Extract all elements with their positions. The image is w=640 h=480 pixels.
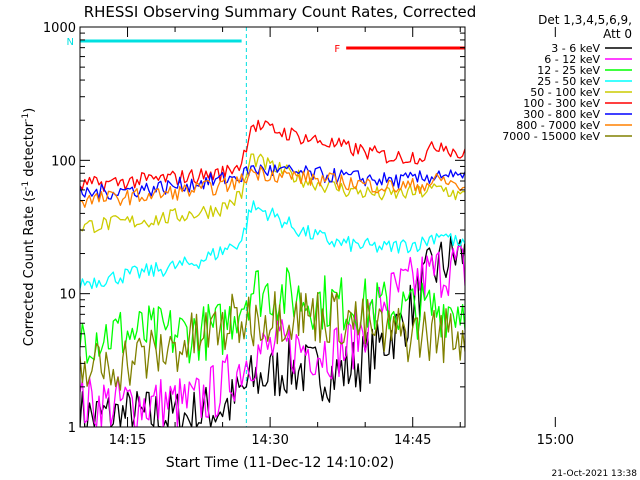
legend-header-line-1: Det 1,3,4,5,6,9, [538,13,632,27]
legend-header-line-2: Att 0 [603,27,632,41]
x-tick-label-1: 14:30 [251,433,288,448]
legend-label-4: 50 - 100 keV [530,86,600,99]
x-tick-label-2: 14:45 [394,433,431,448]
legend-label-7: 800 - 7000 keV [516,119,600,132]
series-line-3 [80,200,465,290]
series-line-4 [80,153,465,234]
y-axis-label-sup2: -1 [21,113,31,122]
legend-label-6: 300 - 800 keV [523,108,600,121]
series-line-1 [80,245,465,427]
series-line-8 [80,291,465,391]
legend-label-1: 6 - 12 keV [544,53,600,66]
flag-label-0: N [67,37,74,48]
series-line-7 [80,165,465,208]
y-axis-label-end: ) [22,108,37,113]
series-line-6 [80,164,465,200]
y-tick-label-3: 1000 [43,21,76,36]
axes: 14:1514:3014:4515:0015:1515:3015:4511010… [43,21,574,448]
legend-label-3: 25 - 50 keV [537,75,600,88]
flag-label-2: F [334,44,340,55]
footer-timestamp: 21-Oct-2021 13:38 [552,469,638,479]
plot-frame [79,26,466,428]
legend-label-0: 3 - 6 keV [551,42,600,55]
chart-title: RHESSI Observing Summary Count Rates, Co… [84,3,477,21]
plot-area: NF [67,27,465,427]
legend-label-2: 12 - 25 keV [537,64,600,77]
x-axis-label: Start Time (11-Dec-12 14:10:02) [166,455,394,471]
legend-label-5: 100 - 300 keV [523,97,600,110]
y-axis-label-main: Corrected Count Rate (s [22,190,37,347]
y-tick-label-1: 10 [59,288,76,303]
legend-label-8: 7000 - 15000 keV [502,130,600,143]
x-tick-label-0: 14:15 [109,433,146,448]
series-line-0 [80,235,465,427]
y-tick-label-0: 1 [68,421,76,436]
series-line-5 [80,119,465,192]
series-group [80,119,465,427]
y-axis-label-mid: detector [22,121,37,181]
y-tick-label-2: 100 [51,154,76,169]
x-tick-label-3: 15:00 [537,433,574,448]
y-axis-label-sup1: -1 [21,181,31,190]
y-axis-label: Corrected Count Rate (s-1 detector-1) [21,108,37,346]
